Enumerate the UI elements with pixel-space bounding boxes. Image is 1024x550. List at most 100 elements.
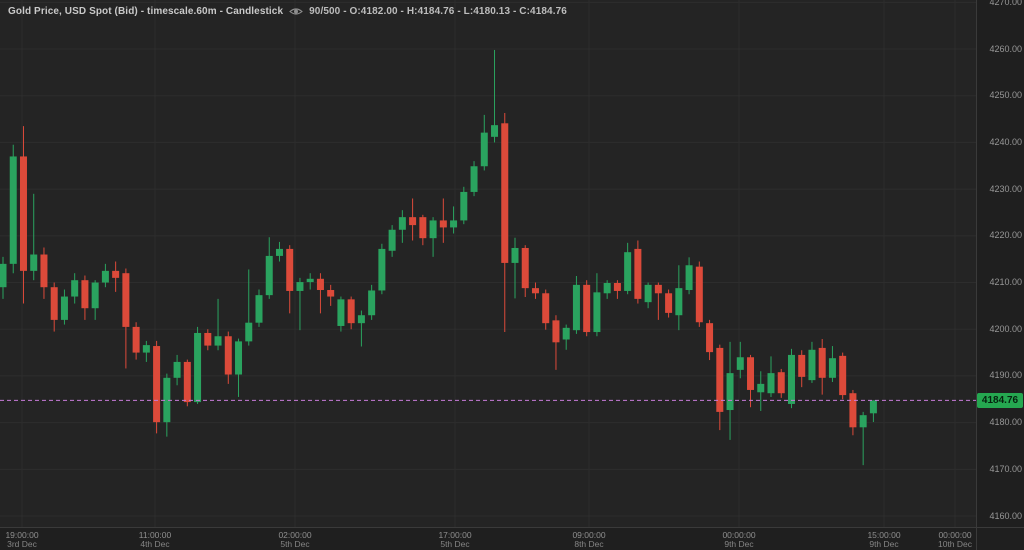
- candle[interactable]: [787, 348, 795, 409]
- time-tick-label: 09:00:00 8th Dec: [572, 530, 606, 549]
- candle[interactable]: [204, 329, 212, 351]
- candle[interactable]: [0, 256, 7, 299]
- candle[interactable]: [224, 331, 232, 384]
- candle-body: [450, 220, 458, 228]
- candle[interactable]: [583, 280, 591, 337]
- candle[interactable]: [378, 243, 386, 295]
- candle[interactable]: [388, 225, 396, 257]
- candle-body: [224, 336, 232, 375]
- candle[interactable]: [470, 161, 478, 197]
- candle[interactable]: [460, 186, 468, 225]
- candle[interactable]: [296, 277, 304, 331]
- candle[interactable]: [429, 217, 437, 257]
- candle[interactable]: [122, 268, 130, 369]
- candle[interactable]: [562, 324, 570, 350]
- visibility-eye-icon[interactable]: [289, 6, 303, 17]
- candle[interactable]: [275, 241, 283, 262]
- candle[interactable]: [265, 237, 273, 299]
- candle[interactable]: [706, 319, 714, 361]
- candle[interactable]: [552, 315, 560, 370]
- candle-body: [439, 220, 447, 228]
- candle[interactable]: [695, 261, 703, 327]
- candle[interactable]: [685, 257, 693, 295]
- candle[interactable]: [337, 296, 345, 332]
- candle[interactable]: [327, 284, 335, 306]
- candle[interactable]: [542, 289, 550, 330]
- candle[interactable]: [511, 237, 519, 299]
- candle[interactable]: [634, 240, 642, 304]
- candle[interactable]: [163, 373, 171, 437]
- candle[interactable]: [142, 340, 150, 362]
- candle[interactable]: [726, 341, 734, 440]
- candle[interactable]: [286, 245, 294, 314]
- candle[interactable]: [60, 289, 68, 325]
- candle[interactable]: [675, 265, 683, 331]
- candle[interactable]: [572, 275, 580, 334]
- candle-body: [19, 156, 27, 271]
- candle[interactable]: [624, 242, 632, 295]
- candle[interactable]: [849, 389, 857, 436]
- candle[interactable]: [593, 273, 601, 337]
- candle[interactable]: [245, 269, 253, 346]
- candle[interactable]: [9, 144, 17, 274]
- candle[interactable]: [30, 193, 38, 281]
- candle[interactable]: [132, 322, 140, 360]
- candle[interactable]: [194, 326, 202, 404]
- candle[interactable]: [828, 346, 836, 383]
- candle[interactable]: [153, 340, 161, 434]
- candle[interactable]: [439, 198, 447, 243]
- candle[interactable]: [501, 113, 509, 333]
- candle[interactable]: [798, 350, 806, 388]
- candle[interactable]: [450, 206, 458, 234]
- candle[interactable]: [409, 198, 417, 241]
- candle-body: [173, 361, 181, 378]
- candle-body: [634, 248, 642, 299]
- candle[interactable]: [50, 282, 58, 332]
- candle[interactable]: [235, 338, 243, 397]
- candle[interactable]: [521, 245, 529, 298]
- candle[interactable]: [316, 273, 324, 314]
- time-axis[interactable]: 19:00:00 3rd Dec 11:00:00 4th Dec 02:00:00 5t…: [0, 527, 1024, 550]
- candle[interactable]: [81, 275, 89, 320]
- candle[interactable]: [398, 210, 406, 243]
- candle[interactable]: [665, 289, 673, 318]
- candle[interactable]: [368, 284, 376, 320]
- candle-body: [337, 299, 345, 326]
- candle[interactable]: [644, 282, 652, 309]
- candle[interactable]: [613, 280, 621, 299]
- candle-body: [327, 290, 335, 297]
- candle-body: [347, 299, 355, 324]
- candle[interactable]: [839, 352, 847, 400]
- candle[interactable]: [183, 359, 191, 407]
- candle[interactable]: [716, 344, 724, 431]
- candle[interactable]: [747, 354, 755, 408]
- candle[interactable]: [757, 371, 765, 411]
- candle[interactable]: [214, 298, 222, 351]
- candle[interactable]: [869, 400, 877, 423]
- candle[interactable]: [173, 354, 181, 386]
- candle[interactable]: [91, 280, 99, 320]
- candle[interactable]: [40, 247, 48, 299]
- candle[interactable]: [419, 214, 427, 246]
- candle[interactable]: [19, 126, 27, 304]
- candlestick-chart[interactable]: [0, 0, 976, 527]
- candle[interactable]: [112, 261, 120, 292]
- candle[interactable]: [818, 339, 826, 395]
- candle[interactable]: [603, 280, 611, 299]
- price-axis[interactable]: 4270.00 4260.00 4250.00 4240.00 4230.00 4220.…: [976, 0, 1024, 527]
- candle[interactable]: [491, 49, 499, 143]
- candle[interactable]: [255, 289, 263, 327]
- candle[interactable]: [767, 356, 775, 397]
- candle[interactable]: [808, 341, 816, 383]
- candle[interactable]: [859, 411, 867, 466]
- candle[interactable]: [347, 296, 355, 330]
- candle[interactable]: [101, 263, 109, 288]
- candle[interactable]: [71, 273, 79, 304]
- candle[interactable]: [531, 282, 539, 299]
- candle[interactable]: [357, 310, 365, 347]
- candle[interactable]: [736, 341, 744, 379]
- candle[interactable]: [654, 282, 662, 320]
- candle[interactable]: [480, 114, 488, 171]
- candle[interactable]: [306, 273, 314, 290]
- candle[interactable]: [777, 368, 785, 398]
